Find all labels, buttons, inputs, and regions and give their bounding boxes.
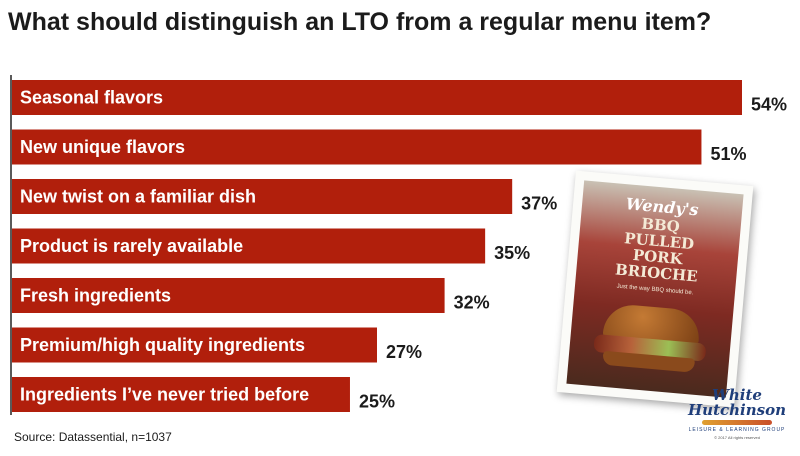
category-label: New unique flavors (20, 137, 185, 157)
category-label: Fresh ingredients (20, 286, 171, 306)
chart-title: What should distinguish an LTO from a re… (8, 8, 712, 36)
ad-artwork: Wendy's BBQ PULLED PORK BRIOCHE Just the… (566, 180, 744, 398)
value-label: 51% (710, 144, 746, 164)
category-label: Product is rarely available (20, 236, 243, 256)
value-label: 27% (386, 342, 422, 362)
category-label: Seasonal flavors (20, 88, 163, 108)
value-label: 37% (521, 194, 557, 214)
category-label: New twist on a familiar dish (20, 187, 256, 207)
white-hutchinson-logo: White Hutchinson LEISURE & LEARNING GROU… (684, 386, 790, 441)
bar (12, 80, 742, 115)
bar (12, 327, 377, 363)
bar (12, 278, 445, 313)
value-label: 25% (359, 392, 395, 412)
wendys-ad-image: Wendy's BBQ PULLED PORK BRIOCHE Just the… (556, 170, 754, 408)
value-label: 54% (751, 95, 787, 115)
bar (12, 179, 513, 214)
logo-line-2: Hutchinson (687, 401, 786, 419)
y-axis-line (10, 75, 12, 415)
source-note: Source: Datassential, n=1037 (14, 430, 172, 444)
value-label: 35% (494, 243, 530, 263)
bar (12, 377, 350, 412)
bar (12, 129, 702, 165)
bar (12, 228, 486, 264)
logo-copyright: © 2017 All rights reserved (714, 435, 760, 440)
ad-headline: BBQ PULLED PORK BRIOCHE (576, 210, 741, 288)
category-label: Premium/high quality ingredients (20, 335, 305, 355)
value-label: 32% (454, 293, 490, 313)
logo-swoosh-icon (702, 420, 772, 425)
logo-line-1: White (712, 386, 762, 404)
logo-subtitle: LEISURE & LEARNING GROUP (688, 427, 786, 433)
category-label: Ingredients I’ve never tried before (20, 385, 309, 405)
